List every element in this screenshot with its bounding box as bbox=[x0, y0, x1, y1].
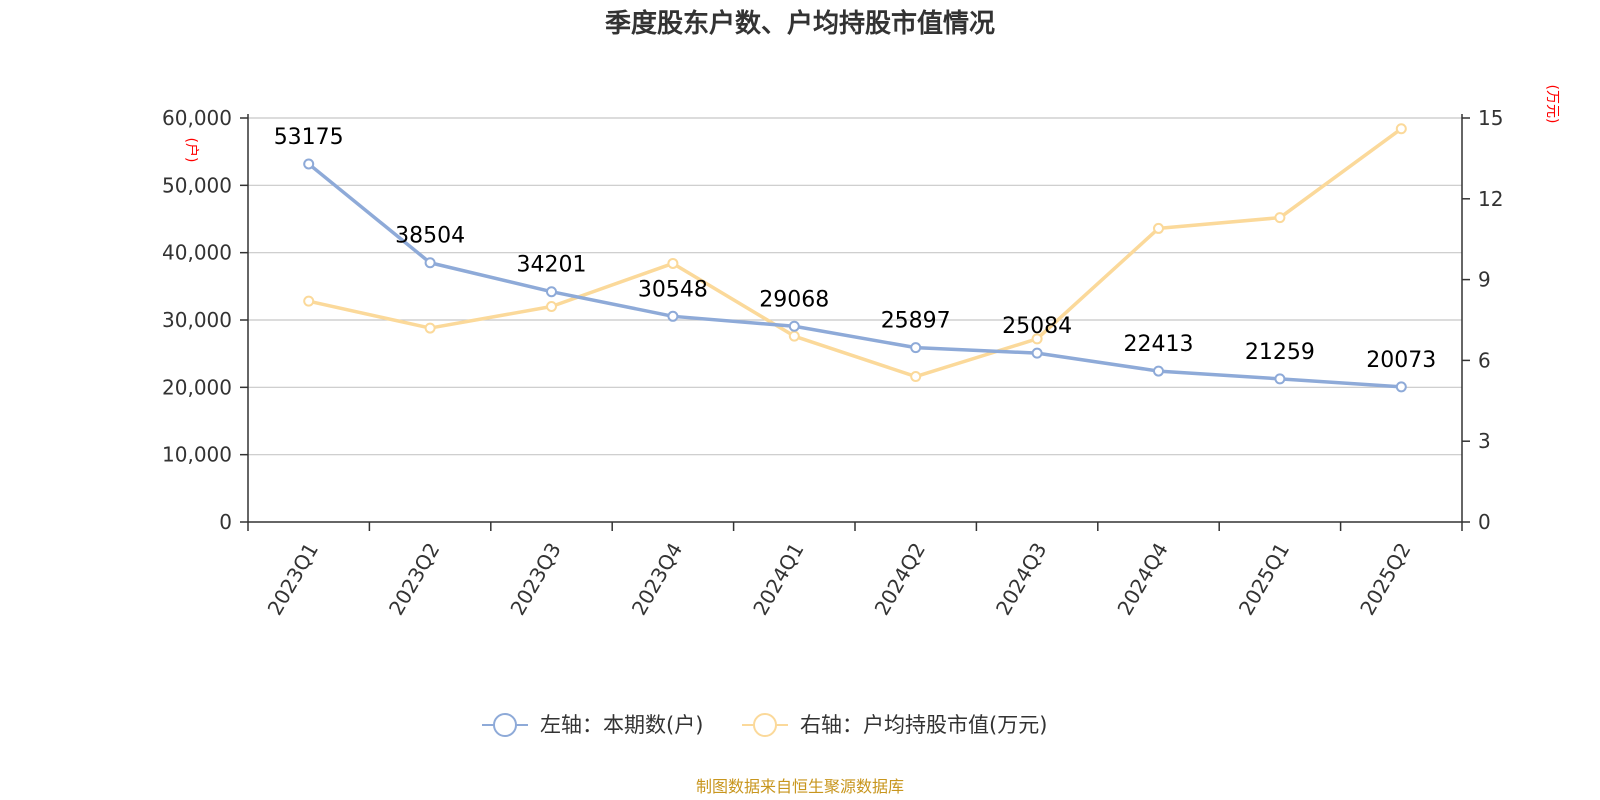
holders-data-label: 21259 bbox=[1245, 340, 1315, 365]
avg-value-point bbox=[1153, 222, 1164, 234]
holders-point bbox=[788, 320, 800, 332]
right-tick-label: 3 bbox=[1478, 429, 1491, 453]
right-tick-label: 15 bbox=[1478, 106, 1503, 130]
legend-label: 右轴：户均持股市值(万元) bbox=[800, 713, 1047, 737]
left-tick-label: 20,000 bbox=[162, 375, 232, 399]
left-tick-label: 40,000 bbox=[162, 241, 232, 265]
x-tick-label: 2023Q1 bbox=[263, 539, 323, 620]
x-tick-label: 2024Q3 bbox=[991, 539, 1051, 620]
holders-data-label: 29068 bbox=[759, 287, 829, 312]
legend-marker bbox=[753, 713, 777, 737]
holders-point bbox=[1274, 373, 1286, 385]
holders-data-label: 25897 bbox=[881, 309, 951, 334]
x-tick-label: 2023Q3 bbox=[505, 539, 565, 620]
avg-value-point bbox=[546, 301, 557, 313]
holders-point bbox=[424, 257, 436, 269]
right-axis-unit: (万元) bbox=[1544, 85, 1560, 124]
right-tick-label: 6 bbox=[1478, 348, 1491, 372]
left-tick-label: 10,000 bbox=[162, 443, 232, 467]
avg-value-point bbox=[424, 322, 436, 334]
x-tick-label: 2023Q4 bbox=[627, 539, 687, 620]
x-tick-label: 2023Q2 bbox=[384, 539, 444, 620]
series-line-avg-value bbox=[308, 127, 1403, 379]
left-tick-label: 0 bbox=[219, 510, 232, 534]
chart-title: 季度股东户数、户均持股市值情况 bbox=[605, 8, 995, 39]
right-tick-label: 9 bbox=[1478, 268, 1491, 292]
left-axis-unit: (户) bbox=[183, 138, 200, 163]
holders-point bbox=[1031, 347, 1043, 359]
series-line-holders bbox=[307, 162, 1402, 389]
series-group bbox=[303, 123, 1407, 393]
holders-point bbox=[303, 158, 315, 170]
right-tick-label: 12 bbox=[1478, 187, 1503, 211]
legend-label: 左轴：本期数(户) bbox=[540, 713, 703, 737]
avg-value-point bbox=[667, 257, 679, 269]
data-labels: 53175 38504 34201 30548 29068 25897 25084 22413… bbox=[274, 125, 1437, 373]
x-tick-label: 2025Q2 bbox=[1355, 539, 1415, 620]
holders-point bbox=[667, 310, 679, 322]
holders-point bbox=[910, 342, 922, 354]
avg-value-point bbox=[1274, 212, 1286, 224]
holders-data-label: 53175 bbox=[274, 125, 344, 150]
avg-value-point bbox=[910, 371, 922, 383]
avg-value-point bbox=[1395, 123, 1407, 135]
avg-value-point bbox=[303, 295, 315, 307]
holders-point bbox=[1395, 381, 1407, 393]
holders-point bbox=[546, 286, 557, 298]
legend-marker bbox=[493, 713, 517, 737]
x-tick-label: 2025Q1 bbox=[1234, 539, 1294, 620]
x-tick-label: 2024Q2 bbox=[870, 539, 930, 620]
avg-value-point bbox=[1031, 333, 1043, 345]
legend[interactable]: 左轴：本期数(户) 右轴：户均持股市值(万元) bbox=[482, 713, 1047, 737]
holders-data-label: 20073 bbox=[1366, 348, 1436, 373]
left-tick-label: 60,000 bbox=[162, 106, 232, 130]
gridlines bbox=[248, 117, 1462, 456]
x-tick-label: 2024Q4 bbox=[1112, 539, 1172, 620]
legend-item[interactable]: 左轴：本期数(户) bbox=[482, 713, 703, 737]
left-tick-label: 30,000 bbox=[162, 308, 232, 332]
x-tick-label: 2024Q1 bbox=[748, 539, 808, 620]
holders-data-label: 30548 bbox=[638, 277, 708, 302]
right-tick-label: 0 bbox=[1478, 510, 1491, 534]
holders-data-label: 38504 bbox=[395, 224, 465, 249]
holders-data-label: 25084 bbox=[1002, 314, 1072, 339]
legend-item[interactable]: 右轴：户均持股市值(万元) bbox=[742, 713, 1047, 737]
source-note: 制图数据来自恒生聚源数据库 bbox=[696, 777, 904, 796]
left-tick-label: 50,000 bbox=[162, 173, 232, 197]
holders-point bbox=[1153, 365, 1164, 377]
avg-value-point bbox=[788, 330, 800, 342]
holders-data-label: 34201 bbox=[517, 253, 587, 278]
holders-data-label: 22413 bbox=[1124, 332, 1194, 357]
